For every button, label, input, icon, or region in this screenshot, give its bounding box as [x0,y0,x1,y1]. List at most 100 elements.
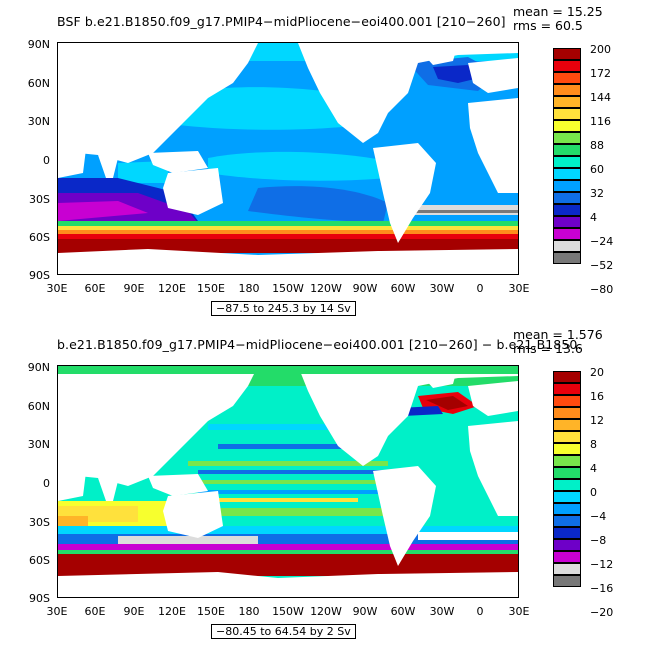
colorbar-swatch [553,120,581,132]
colorbar-swatch [553,132,581,144]
colorbar-label: 12 [590,414,604,427]
colorbar-swatch [553,527,581,539]
colorbar-swatch [553,216,581,228]
y-label: 0 [43,477,50,490]
colorbar-label: −24 [590,235,614,248]
colorbar-label: 20 [590,366,604,379]
y-label: 30S [29,193,50,206]
x-label: 90E [123,605,145,618]
mean-value: mean = 1.576 [513,327,603,342]
colorbar-label: −20 [590,606,614,619]
colorbar-swatch [553,72,581,84]
colorbar-swatch [553,180,581,192]
x-label: 30E [46,605,68,618]
colorbar-label: −4 [590,510,607,523]
colorbar-swatch [553,192,581,204]
x-label: 30E [508,282,530,295]
colorbar-label: −52 [590,259,614,272]
y-label: 60N [27,77,50,90]
rms-value: rms = 13.6 [513,341,583,356]
colorbar-swatch [553,395,581,407]
colorbar-label: −16 [590,582,614,595]
colorbar-swatch [553,168,581,180]
colorbar-swatch [553,515,581,527]
x-label: 60E [84,282,106,295]
y-label: 30N [27,115,50,128]
colorbar-swatch [553,575,581,587]
x-label: 180 [238,282,260,295]
colorbar-swatch [553,204,581,216]
panel-top: BSF b.e21.B1850.f09_g17.PMIP4−midPliocen… [0,0,647,323]
colorbar-label: 4 [590,211,597,224]
x-label: 0 [476,605,484,618]
colorbar-label: 144 [590,91,611,104]
x-label: 90W [352,605,378,618]
colorbar-label: 88 [590,139,604,152]
x-label: 0 [476,282,484,295]
colorbar-swatch [553,383,581,395]
contour-range: −87.5 to 245.3 by 14 Sv [211,301,356,316]
mean-value: mean = 15.25 [513,4,603,19]
y-label: 60S [29,231,50,244]
colorbar-swatch [553,455,581,467]
x-label: 60W [390,282,416,295]
x-label: 90E [123,282,145,295]
panel-title: b.e21.B1850.f09_g17.PMIP4−midPliocene−eo… [57,337,582,352]
x-label: 120W [310,605,342,618]
x-label: 180 [238,605,260,618]
x-label: 30E [46,282,68,295]
colorbar-swatch [553,467,581,479]
rms-value: rms = 60.5 [513,18,583,33]
colorbar-swatch [553,407,581,419]
colorbar-swatch [553,539,581,551]
x-label: 150E [197,282,225,295]
colorbar-label: −8 [590,534,607,547]
x-label: 120E [158,605,186,618]
colorbar-swatch [553,108,581,120]
colorbar-swatch [553,60,581,72]
colorbar-label: 60 [590,163,604,176]
y-label: 60N [27,400,50,413]
colorbar-label: 32 [590,187,604,200]
y-label: 90N [27,361,50,374]
colorbar [553,48,581,264]
y-label: 90N [27,38,50,51]
colorbar-label: 116 [590,115,611,128]
panel-title: BSF b.e21.B1850.f09_g17.PMIP4−midPliocen… [57,14,506,29]
colorbar-swatch [553,96,581,108]
colorbar-swatch [553,503,581,515]
colorbar-label: 16 [590,390,604,403]
x-label: 60W [390,605,416,618]
colorbar-swatch [553,144,581,156]
panel-bottom: b.e21.B1850.f09_g17.PMIP4−midPliocene−eo… [0,323,647,646]
colorbar-swatch [553,479,581,491]
y-label: 60S [29,554,50,567]
colorbar-swatch [553,443,581,455]
x-label: 30E [508,605,530,618]
colorbar-label: −12 [590,558,614,571]
y-label: 30S [29,516,50,529]
colorbar-swatch [553,431,581,443]
colorbar-label: 0 [590,486,597,499]
colorbar [553,371,581,587]
map-plot [57,365,519,598]
colorbar-swatch [553,48,581,60]
x-label: 150W [272,282,304,295]
colorbar-swatch [553,228,581,240]
colorbar-swatch [553,563,581,575]
colorbar-label: 8 [590,438,597,451]
x-label: 30W [429,605,455,618]
y-label: 0 [43,154,50,167]
contour-range: −80.45 to 64.54 by 2 Sv [211,624,356,639]
colorbar-swatch [553,491,581,503]
colorbar-swatch [553,240,581,252]
colorbar-label: 172 [590,67,611,80]
x-label: 150E [197,605,225,618]
x-label: 60E [84,605,106,618]
colorbar-swatch [553,371,581,383]
x-label: 150W [272,605,304,618]
y-label: 90S [29,269,50,282]
colorbar-label: −80 [590,283,614,296]
colorbar-label: 200 [590,43,611,56]
x-label: 30W [429,282,455,295]
